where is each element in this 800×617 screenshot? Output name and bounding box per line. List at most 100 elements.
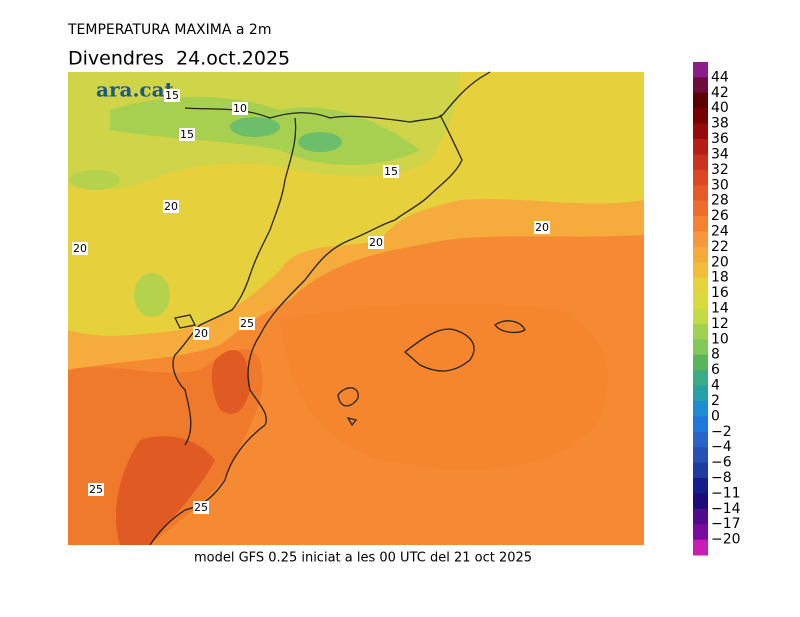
colorbar-swatch bbox=[693, 400, 708, 417]
colorbar-label: 34 bbox=[711, 146, 729, 162]
colorbar-label: 36 bbox=[711, 131, 729, 147]
contour-label: 10 bbox=[233, 102, 247, 115]
contour-label: 20 bbox=[535, 221, 549, 234]
logo: ara.cat bbox=[96, 78, 175, 102]
colorbar-swatch bbox=[693, 293, 708, 309]
colorbar-swatch bbox=[693, 77, 708, 94]
footer: model GFS 0.25 iniciat a les 00 UTC del … bbox=[194, 551, 532, 566]
contour-label-box bbox=[368, 236, 384, 249]
colorbar-swatch bbox=[693, 385, 708, 402]
map-zone bbox=[280, 303, 608, 470]
colorbar-label: 2 bbox=[711, 393, 720, 409]
colorbar-label: −11 bbox=[711, 485, 741, 501]
contour-label-box bbox=[193, 327, 209, 340]
colorbar-label: 42 bbox=[711, 85, 729, 101]
map: ara.cat 15 10 15 15 20 20 20 20 20 25 25 25 bbox=[68, 71, 644, 546]
colorbar-label: 14 bbox=[711, 301, 729, 317]
colorbar-swatch bbox=[693, 62, 708, 78]
map-zone bbox=[134, 273, 170, 317]
colorbar-label: 38 bbox=[711, 116, 729, 132]
title: TEMPERATURA MAXIMA a 2m bbox=[67, 22, 271, 38]
colorbar-label: −8 bbox=[711, 470, 732, 486]
colorbar-label: 12 bbox=[711, 316, 729, 332]
contour-label: 25 bbox=[240, 317, 254, 330]
contour-label-box bbox=[383, 165, 399, 178]
contour-label-box bbox=[179, 128, 195, 141]
colorbar-swatch bbox=[693, 92, 708, 109]
colorbar-label: 30 bbox=[711, 177, 729, 193]
colorbar-label: −14 bbox=[711, 501, 741, 517]
colorbar-swatch bbox=[693, 477, 708, 494]
contour-label-box bbox=[163, 200, 179, 213]
map-zone bbox=[70, 170, 120, 190]
colorbar-swatch bbox=[693, 323, 708, 340]
colorbar-label: −17 bbox=[711, 516, 741, 532]
colorbar-label: 44 bbox=[711, 69, 729, 85]
colorbar-swatch bbox=[693, 524, 708, 541]
colorbar-label: 20 bbox=[711, 254, 729, 270]
colorbar-swatch bbox=[693, 216, 708, 232]
map-zone bbox=[230, 117, 280, 137]
colorbar-swatch bbox=[693, 370, 708, 387]
colorbar-swatch bbox=[693, 431, 708, 448]
colorbar-label: 26 bbox=[711, 208, 729, 224]
colorbar-swatch bbox=[693, 262, 708, 279]
contour-label-box bbox=[534, 221, 550, 234]
contour-label-box bbox=[72, 242, 88, 255]
colorbar-label: −20 bbox=[711, 532, 741, 548]
colorbar-swatch bbox=[693, 447, 708, 464]
contour-label: 20 bbox=[73, 242, 87, 255]
colorbar-swatch bbox=[693, 169, 708, 186]
colorbar-swatch bbox=[693, 154, 708, 171]
colorbar-swatch bbox=[693, 200, 708, 217]
contour-label: 25 bbox=[194, 501, 208, 514]
colorbar-swatch bbox=[693, 493, 708, 510]
colorbar-label: 22 bbox=[711, 239, 729, 255]
colorbar-label: 18 bbox=[711, 270, 729, 286]
colorbar-label: 10 bbox=[711, 331, 729, 347]
contour-label: 15 bbox=[180, 128, 194, 141]
contour-label-box bbox=[88, 483, 104, 496]
colorbar-swatch bbox=[693, 139, 708, 155]
colorbar-swatch bbox=[693, 416, 708, 433]
contour-label-box bbox=[232, 102, 248, 115]
colorbar-label: −2 bbox=[711, 424, 732, 440]
colorbar-swatch bbox=[693, 308, 708, 325]
colorbar-label: 4 bbox=[711, 378, 720, 394]
colorbar-label: 28 bbox=[711, 193, 729, 209]
colorbar-swatch bbox=[693, 123, 708, 140]
colorbar-label: −6 bbox=[711, 455, 732, 471]
colorbar-swatch bbox=[693, 246, 708, 263]
colorbar-swatch bbox=[693, 185, 708, 202]
colorbar-swatch bbox=[693, 354, 708, 371]
colorbar-swatch bbox=[693, 231, 708, 248]
map-zone bbox=[211, 350, 250, 414]
contour-label: 15 bbox=[165, 89, 179, 102]
colorbar-label: 0 bbox=[711, 408, 720, 424]
contour-label-box bbox=[164, 89, 180, 102]
colorbar-swatch bbox=[693, 462, 708, 479]
colorbar-swatch bbox=[693, 539, 708, 556]
contour-label: 20 bbox=[369, 236, 383, 249]
colorbar-swatch bbox=[693, 108, 708, 125]
colorbar-label: −4 bbox=[711, 439, 732, 455]
colorbar-label: 32 bbox=[711, 162, 729, 178]
contour-label-box bbox=[193, 501, 209, 514]
map-zone bbox=[298, 132, 342, 152]
colorbar-label: 40 bbox=[711, 100, 729, 116]
colorbar-label: 8 bbox=[711, 347, 720, 363]
date: Divendres 24.oct.2025 bbox=[68, 48, 290, 70]
colorbar-label: 6 bbox=[711, 362, 720, 378]
contour-label: 20 bbox=[194, 327, 208, 340]
colorbar-swatch bbox=[693, 277, 708, 294]
contour-label-box bbox=[239, 317, 255, 330]
colorbar-swatch bbox=[693, 339, 708, 356]
contour-label: 20 bbox=[164, 200, 178, 213]
colorbar-label: 16 bbox=[711, 285, 729, 301]
contour-label: 25 bbox=[89, 483, 103, 496]
contour-label: 15 bbox=[384, 165, 398, 178]
map-zone bbox=[116, 436, 215, 545]
colorbar-label: 24 bbox=[711, 223, 729, 239]
coastline bbox=[149, 71, 526, 546]
